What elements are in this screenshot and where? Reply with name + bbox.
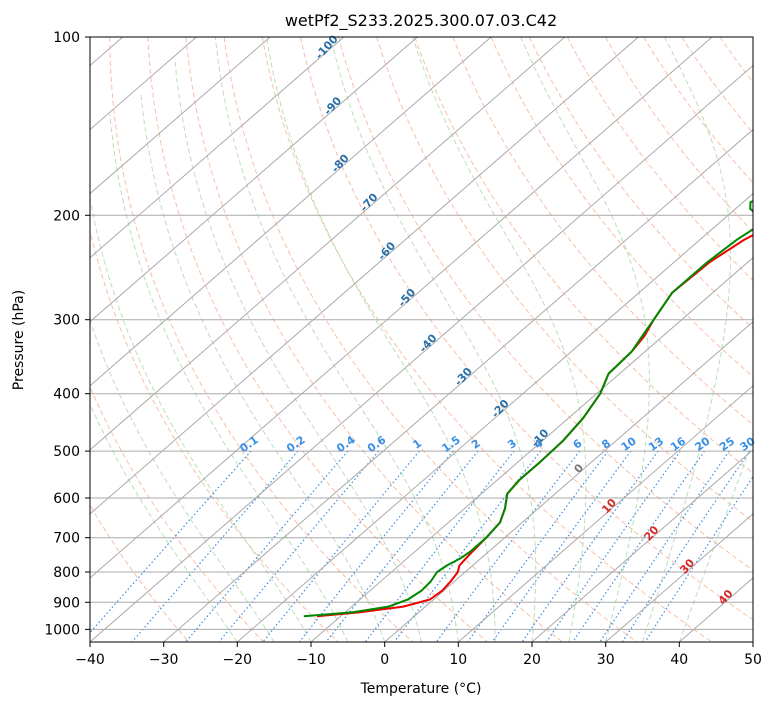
y-tick-label: 1000 [44, 622, 80, 638]
dry-adiabat [299, 37, 753, 621]
x-tick-label: 40 [670, 652, 688, 668]
isotherm-line [384, 321, 753, 642]
dry-adiabat [376, 37, 753, 523]
x-tick-label: −40 [75, 652, 105, 668]
dry-adiabat [338, 37, 753, 571]
plot-frame [89, 36, 754, 643]
mixing-ratio-line [621, 450, 751, 642]
y-tick-label: 600 [53, 491, 80, 507]
moist-adiabat [412, 37, 587, 642]
y-tick-label: 900 [53, 595, 80, 611]
moist-adiabat [109, 114, 349, 642]
dry-adiabat [223, 37, 638, 642]
isotherm-line [531, 449, 753, 642]
profile-lines [303, 200, 753, 618]
x-axis-label: Temperature (°C) [360, 681, 482, 697]
isotherm-line [90, 37, 271, 195]
x-tick-label: 30 [597, 652, 615, 668]
mixing-ratio-line [545, 450, 681, 642]
dry-adiabat [109, 37, 414, 642]
isotherm-line [163, 128, 753, 642]
moist-adiabat [520, 37, 650, 642]
isotherm-line [310, 257, 753, 642]
x-tick-label: 10 [449, 652, 467, 668]
x-axis: −40 −30 −20 −10 0 10 20 30 40 50 [75, 642, 762, 668]
x-tick-label: −20 [223, 652, 253, 668]
y-tick-label: 500 [53, 444, 80, 460]
moist-adiabat [140, 94, 386, 642]
dry-adiabat [185, 37, 563, 642]
dry-adiabat [147, 37, 488, 642]
y-tick-label: 200 [53, 208, 80, 224]
isotherm-line [457, 385, 753, 642]
isotherm-line [605, 513, 753, 642]
chart-title: wetPf2_S233.2025.300.07.03.C42 [285, 11, 557, 31]
x-tick-label: 20 [523, 652, 541, 668]
mixing-ratio-line [218, 450, 380, 642]
dry-adiabat [414, 37, 753, 474]
y-tick-label: 800 [53, 565, 80, 581]
mixing-ratio-line [572, 450, 705, 642]
y-tick-label: 400 [53, 387, 80, 403]
mixing-ratio-line [435, 450, 580, 642]
mixing-ratio-line [364, 450, 515, 642]
moist-adiabat [678, 438, 753, 642]
isotherm-line [90, 37, 345, 259]
y-axis-label: Pressure (hPa) [11, 290, 27, 390]
background-lines [90, 37, 753, 642]
x-tick-label: 50 [744, 652, 762, 668]
mixing-ratio-line [262, 450, 420, 642]
isotherm-line [90, 37, 639, 515]
mixing-ratio-line [599, 450, 730, 642]
y-tick-label: 300 [53, 313, 80, 329]
moist-adiabat [174, 61, 422, 642]
mixing-ratio-line [467, 450, 609, 642]
dry-adiabat [452, 37, 753, 426]
isotherm-line [90, 37, 566, 451]
x-tick-label: −10 [296, 652, 326, 668]
dry-adiabat [90, 385, 264, 642]
x-tick-label: 0 [380, 652, 389, 668]
mixing-ratio-line [298, 450, 454, 642]
mixing-ratio-line [185, 450, 349, 642]
mixing-ratio-line [325, 450, 479, 642]
mixing-ratio-line [644, 475, 753, 642]
isotherm-line [90, 37, 492, 387]
y-axis: 100 200 300 400 500 600 700 800 900 1000 [44, 30, 90, 638]
y-tick-label: 100 [53, 30, 80, 46]
moist-adiabat [330, 37, 537, 642]
moist-adiabat [642, 37, 731, 642]
dry-adiabat [90, 504, 190, 642]
x-tick-label: −30 [149, 652, 179, 668]
moist-adiabat [214, 37, 459, 642]
dewpoint-profile [303, 200, 753, 618]
gridlines [90, 37, 753, 642]
isotherm-line [90, 37, 418, 323]
isotherm-line [90, 37, 713, 579]
y-tick-label: 700 [53, 531, 80, 547]
isotherm-line [90, 64, 753, 642]
isotherm-line [236, 192, 753, 642]
moist-adiabat [266, 37, 496, 642]
